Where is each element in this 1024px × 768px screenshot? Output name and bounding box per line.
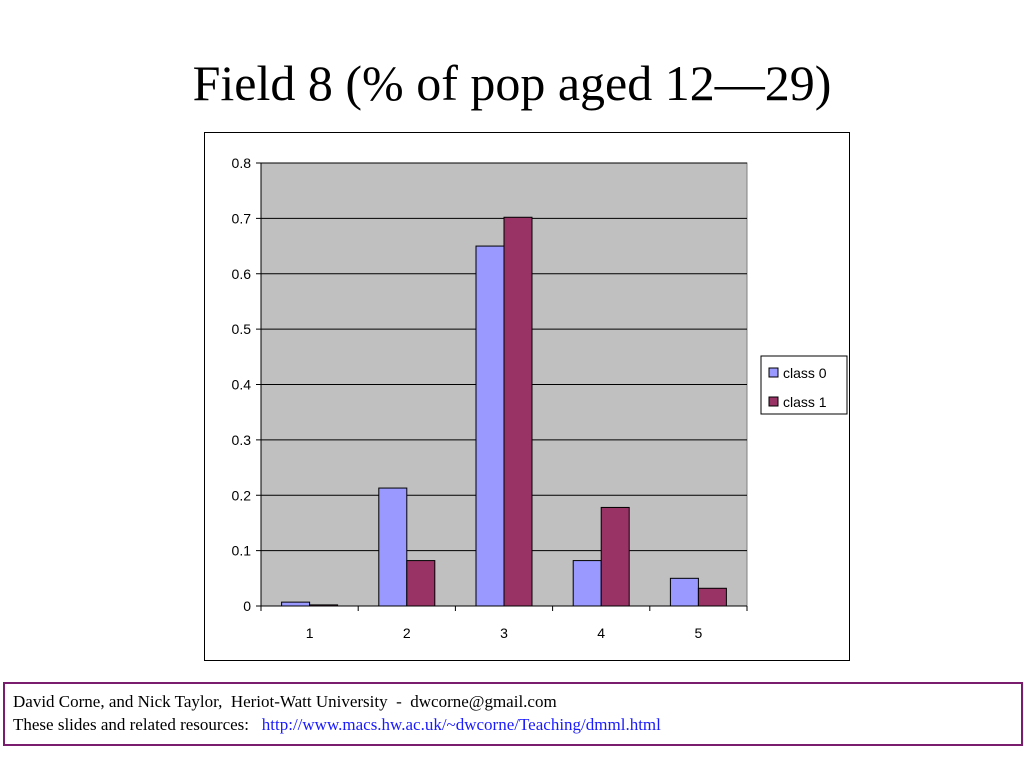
y-tick-label: 0.4 [232, 377, 252, 393]
footer-resources: These slides and related resources: http… [13, 713, 1021, 736]
bar-class-0-1 [281, 601, 311, 607]
legend-label-class-1: class 1 [783, 394, 827, 410]
legend-swatch-class-1 [768, 396, 779, 407]
legend-swatch-class-0 [768, 367, 779, 378]
y-tick-label: 0.2 [232, 487, 252, 503]
bar-chart: 0 0.1 0.2 0.3 0.4 0.5 0.6 0.7 0.8 1 2 3 4 5 class 0 cla… [232, 155, 848, 641]
y-tick-label: 0.6 [232, 266, 252, 282]
x-tick-label: 4 [597, 625, 605, 641]
x-tick-label: 5 [695, 625, 703, 641]
bar-class-0-5 [669, 577, 699, 607]
y-tick-label: 0.7 [232, 210, 252, 226]
bar-class-1-3 [503, 216, 533, 607]
bar-class-0-3 [475, 245, 505, 607]
bar-class-0-2 [378, 487, 408, 607]
footer-credits: David Corne, and Nick Taylor, Heriot-Wat… [3, 682, 1023, 746]
bar-class-0-4 [572, 560, 602, 607]
bar-class-1-2 [406, 560, 436, 607]
chart-container: 0 0.1 0.2 0.3 0.4 0.5 0.6 0.7 0.8 1 2 3 4 5 class 0 cla… [204, 132, 850, 661]
y-tick-label: 0.1 [232, 543, 252, 559]
x-tick-label: 1 [306, 625, 314, 641]
footer-authors: David Corne, and Nick Taylor, Heriot-Wat… [13, 692, 557, 711]
legend-label-class-0: class 0 [783, 365, 827, 381]
bar-class-1-5 [697, 587, 727, 607]
y-tick-label: 0.3 [232, 432, 252, 448]
resources-link[interactable]: http://www.macs.hw.ac.uk/~dwcorne/Teachi… [261, 715, 661, 734]
y-tick-label: 0.8 [232, 155, 252, 171]
bar-class-1-4 [600, 506, 630, 607]
slide-title: Field 8 (% of pop aged 12—29) [192, 55, 832, 111]
y-tick-label: 0 [243, 598, 251, 614]
x-tick-label: 3 [500, 625, 508, 641]
footer-resources-label: These slides and related resources: [13, 715, 262, 734]
x-tick-label: 2 [403, 625, 411, 641]
bar-class-1-1 [309, 604, 339, 607]
y-tick-label: 0.5 [232, 321, 252, 337]
